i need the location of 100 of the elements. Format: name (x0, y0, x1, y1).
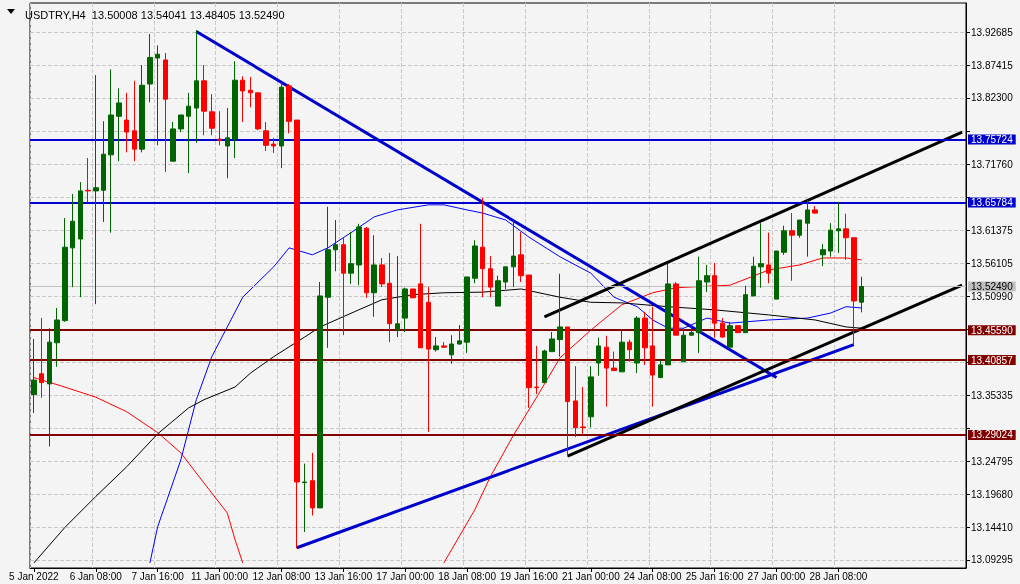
candlestick (727, 321, 733, 348)
ref-line-label: 13.40857 (971, 354, 1014, 366)
candlestick (457, 324, 462, 346)
candlestick (735, 325, 741, 334)
candlestick (178, 114, 184, 133)
candlestick (472, 239, 478, 284)
candlestick (565, 326, 570, 458)
candlestick (488, 255, 493, 298)
candlestick (720, 317, 725, 339)
candlestick (449, 334, 454, 365)
ref-line-label: 13.52490 (971, 281, 1014, 293)
candlestick (255, 92, 261, 131)
candlestick (665, 263, 671, 366)
candlestick (108, 68, 114, 234)
candlestick (47, 327, 52, 448)
candlestick (588, 365, 594, 429)
candlestick (186, 92, 191, 174)
candlestick (279, 81, 284, 169)
line-series (149, 204, 863, 564)
candlestick (240, 75, 245, 123)
candlestick (387, 252, 392, 343)
candlestick (859, 276, 864, 313)
candlestick (751, 256, 756, 297)
candlestick (758, 222, 764, 289)
candlestick (132, 80, 137, 162)
candlestick (557, 273, 563, 358)
ref-line-label: 13.75724 (971, 134, 1014, 146)
candlestick (503, 266, 508, 290)
candlestick (85, 157, 91, 203)
y-tick-label: 13.87415 (971, 60, 1014, 72)
candlestick (147, 33, 153, 103)
candlestick (604, 335, 609, 408)
x-tick-label: 21 Jan 00:00 (561, 570, 621, 582)
candlestick (704, 264, 710, 293)
candlestick (294, 119, 300, 549)
candlestick (658, 359, 663, 379)
candlestick (348, 231, 354, 285)
candlestick (232, 60, 238, 159)
y-tick-label: 13.71760 (971, 159, 1014, 171)
x-tick-label: 5 Jan 2022 (9, 570, 60, 582)
candlestick (62, 217, 68, 323)
candlestick (650, 306, 655, 408)
candlestick (433, 336, 439, 353)
x-tick-label: 6 Jan 08:00 (69, 570, 123, 582)
y-tick-label: 13.82300 (971, 92, 1014, 104)
ref-line-label: 13.29024 (971, 429, 1014, 441)
y-tick-label: 13.92685 (971, 26, 1014, 38)
candlestick (828, 222, 833, 258)
candlestick (371, 234, 377, 318)
candlestick (317, 281, 323, 509)
candlestick (781, 225, 787, 256)
candlestick (194, 29, 199, 144)
y-tick-label: 13.24795 (971, 456, 1014, 468)
candlestick (797, 219, 802, 239)
candlestick (580, 386, 586, 435)
candlestick (395, 255, 400, 338)
candlestick (364, 226, 369, 299)
x-tick-label: 25 Jan 16:00 (685, 570, 744, 582)
candlestick (518, 231, 524, 283)
candlestick (542, 349, 547, 384)
candlestick (209, 93, 215, 136)
x-tick-label: 27 Jan 00:00 (747, 570, 806, 582)
candlestick (310, 452, 315, 516)
candlestick (836, 201, 841, 254)
candlestick (248, 76, 253, 108)
candlestick (573, 365, 578, 438)
y-tick-label: 13.14410 (971, 521, 1014, 533)
candlestick (217, 110, 222, 146)
candlestick (611, 351, 617, 372)
candlestick (480, 197, 485, 298)
candlestick (812, 205, 818, 215)
x-tick-label: 24 Jan 08:00 (623, 570, 683, 582)
candlestick (70, 193, 75, 288)
candlestick (673, 281, 679, 336)
candlestick (596, 337, 601, 377)
candlestick (426, 286, 431, 433)
candlestick (689, 325, 694, 337)
candlestick (325, 206, 331, 349)
candlestick (155, 44, 160, 146)
candlestick (820, 243, 826, 267)
candlestick (201, 64, 207, 136)
candlestick (526, 274, 532, 409)
candlestick (124, 92, 129, 153)
candlestick (696, 256, 702, 354)
y-tick-label: 13.19680 (971, 488, 1014, 500)
candlestick (511, 219, 516, 288)
candlestick (225, 107, 230, 179)
y-tick-label: 13.61375 (971, 224, 1014, 236)
candlestick (271, 137, 276, 154)
candlestick (642, 311, 648, 366)
candlestick (356, 223, 362, 286)
candlestick (54, 307, 60, 368)
candlestick (681, 327, 686, 363)
x-tick-label: 7 Jan 16:00 (131, 570, 185, 582)
candlestick (163, 52, 168, 173)
y-tick-label: 13.56105 (971, 258, 1014, 270)
x-tick-label: 11 Jan 00:00 (190, 570, 249, 582)
x-tick-label: 12 Jan 08:00 (252, 570, 311, 582)
candlestick (31, 338, 37, 414)
x-tick-label: 18 Jan 08:00 (438, 570, 497, 582)
